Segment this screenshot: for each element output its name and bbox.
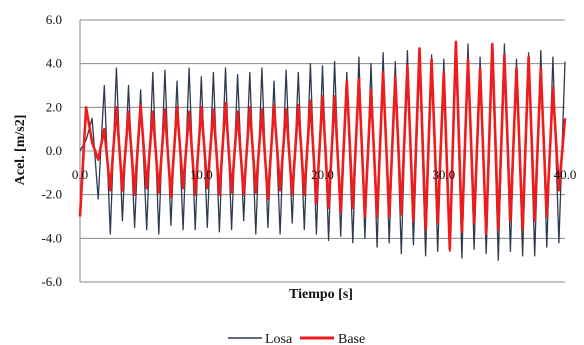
series-line-base <box>78 40 567 251</box>
x-tick-label: 30.0 <box>432 167 455 182</box>
y-tick-label: 0.0 <box>46 143 62 158</box>
x-tick-label: 10.0 <box>190 167 213 182</box>
legend-label-base: Base <box>338 332 365 345</box>
y-tick-label: 2.0 <box>46 99 62 114</box>
y-axis-ticks: 6.0 4.0 2.0 0.0 -2.0 -4.0 -6.0 <box>41 12 62 289</box>
x-tick-label: 40.0 <box>554 167 577 182</box>
x-axis-title: Tiempo [s] <box>289 287 353 302</box>
x-tick-label: 0.0 <box>72 167 88 182</box>
y-tick-label: -6.0 <box>41 274 62 289</box>
x-axis-ticks: 0.0 10.0 20.0 30.0 40.0 <box>72 167 577 182</box>
y-axis-title: Acel. [m/s2] <box>13 115 28 186</box>
plot-area <box>78 40 567 261</box>
y-tick-label: -4.0 <box>41 230 62 245</box>
x-tick-label: 20.0 <box>311 167 334 182</box>
legend-label-losa: Losa <box>265 332 293 345</box>
legend: Losa Base <box>228 332 365 345</box>
y-tick-label: 4.0 <box>46 56 62 71</box>
y-tick-label: -2.0 <box>41 187 62 202</box>
y-tick-label: 6.0 <box>46 12 62 27</box>
